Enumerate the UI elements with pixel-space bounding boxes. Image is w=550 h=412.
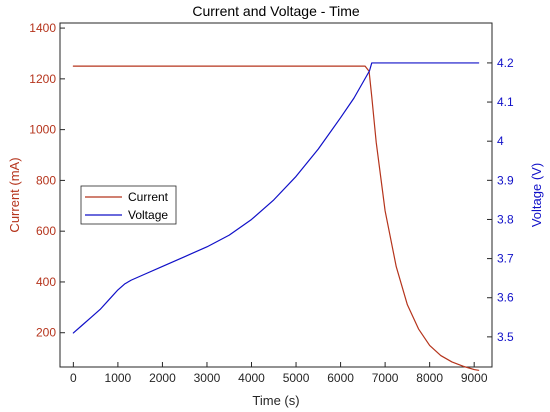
x-tick-label: 9000	[461, 371, 488, 385]
left-tick-label: 200	[36, 326, 56, 340]
right-tick-label: 3.9	[497, 173, 514, 187]
right-tick-label: 3.7	[497, 252, 514, 266]
series-layer	[72, 62, 480, 371]
legend-current-label: Current	[128, 190, 169, 204]
series-line-current	[72, 65, 480, 371]
x-tick-label: 8000	[416, 371, 443, 385]
x-tick-label: 2000	[149, 371, 176, 385]
left-tick-label: 600	[36, 224, 56, 238]
left-tick-label: 1200	[29, 72, 56, 86]
right-tick-label: 3.6	[497, 291, 514, 305]
chart-title: Current and Voltage - Time	[192, 3, 360, 19]
left-tick-label: 800	[36, 173, 56, 187]
right-tick-label: 4.2	[497, 56, 514, 70]
right-axis-ticks: 3.5 3.6 3.7 3.8 3.9 4 4.1 4.2	[487, 56, 514, 344]
legend-voltage-label: Voltage	[128, 208, 168, 222]
left-axis-label: Current (mA)	[7, 157, 22, 232]
legend-box	[80, 185, 177, 225]
right-tick-label: 4.1	[497, 95, 514, 109]
series-line-voltage	[72, 62, 480, 334]
left-tick-label: 1000	[29, 123, 56, 137]
right-axis-label: Voltage (V)	[529, 163, 544, 227]
left-axis-ticks: 200 400 600 800 1000 1200 1400	[29, 21, 65, 340]
x-tick-label: 0	[70, 371, 77, 385]
x-tick-label: 4000	[238, 371, 265, 385]
x-tick-label: 6000	[327, 371, 354, 385]
right-tick-label: 3.5	[497, 330, 514, 344]
x-tick-label: 3000	[194, 371, 221, 385]
right-tick-label: 3.8	[497, 212, 514, 226]
left-tick-label: 1400	[29, 21, 56, 35]
x-tick-label: 1000	[105, 371, 132, 385]
right-tick-label: 4	[497, 134, 504, 148]
x-axis-label: Time (s)	[252, 393, 299, 408]
x-tick-label: 7000	[372, 371, 399, 385]
left-tick-label: 400	[36, 275, 56, 289]
x-tick-label: 5000	[283, 371, 310, 385]
x-axis-ticks: 0 1000 2000 3000 4000 5000 6000 7000 8000 9000	[70, 362, 488, 385]
legend: Current Voltage	[80, 185, 177, 225]
